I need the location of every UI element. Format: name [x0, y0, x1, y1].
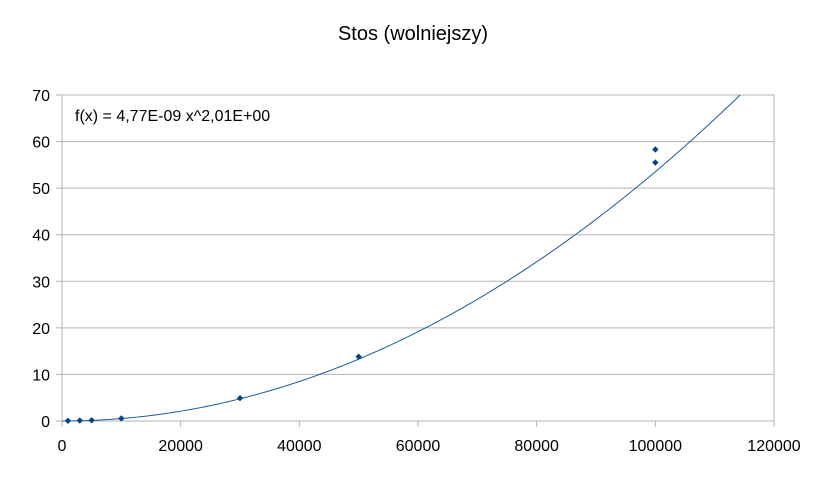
chart-title: Stos (wolniejszy): [338, 23, 488, 45]
y-tick-label: 50: [32, 181, 50, 198]
y-tick-label: 40: [32, 228, 50, 245]
x-tick-label: 100000: [629, 438, 682, 455]
data-point: [355, 353, 362, 360]
tick-labels: 0 10 20 30 40 50 60 70 0 20000 40000 60000 80000 1000…: [32, 88, 801, 455]
x-tick-label: 20000: [158, 438, 203, 455]
x-tick-label: 60000: [396, 438, 441, 455]
y-tick-label: 0: [41, 414, 50, 431]
x-tick-label: 80000: [514, 438, 559, 455]
data-point: [236, 394, 244, 402]
data-point: [652, 159, 659, 166]
data-point: [76, 417, 83, 424]
y-tick-label: 20: [32, 321, 50, 338]
x-tick-label: 0: [58, 438, 67, 455]
grid: [62, 94, 774, 422]
x-tick-label: 40000: [277, 438, 322, 455]
y-tick-label: 60: [32, 135, 50, 152]
data-points: [64, 146, 659, 424]
data-point: [118, 415, 125, 422]
y-tick-label: 10: [32, 367, 50, 384]
trendline: [61, 94, 741, 422]
axes: [56, 94, 775, 427]
plot-area-border: [61, 94, 775, 422]
data-point: [64, 417, 72, 424]
data-point: [88, 417, 95, 424]
trendline-equation: f(x) = 4,77E-09 x^2,01E+00: [75, 108, 270, 125]
data-point: [652, 146, 659, 153]
y-tick-label: 70: [32, 88, 50, 105]
x-tick-label: 120000: [747, 438, 800, 455]
y-tick-label: 30: [32, 274, 50, 291]
